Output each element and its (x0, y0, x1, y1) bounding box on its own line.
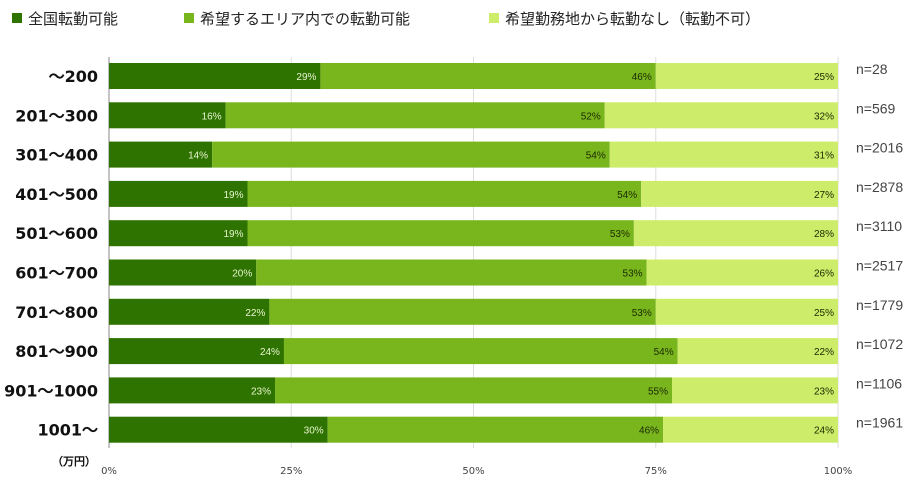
data-label: 23% (251, 386, 271, 397)
data-label: 46% (632, 72, 652, 83)
sample-size-label: n=569 (856, 100, 896, 116)
bar-segment-1 (269, 298, 656, 325)
bar-segment-1 (256, 259, 647, 286)
data-label: 14% (188, 151, 208, 162)
unit-label: （万円） (52, 455, 96, 468)
bar-segment-2 (609, 141, 838, 168)
bar-segment-0 (109, 141, 213, 168)
data-label: 26% (814, 269, 834, 280)
data-label: 25% (814, 72, 834, 83)
category-label: 1001～ (37, 421, 98, 440)
sample-size-label: n=1779 (856, 297, 903, 313)
data-label: 16% (202, 111, 222, 122)
sample-size-label: n=1106 (856, 375, 902, 391)
data-label: 53% (610, 229, 630, 240)
data-label: 25% (814, 308, 834, 319)
category-label: 201～300 (15, 106, 98, 125)
bar-segment-1 (247, 220, 634, 247)
data-label: 22% (245, 308, 265, 319)
category-label: 401～500 (15, 185, 98, 204)
x-tick-label: 25% (280, 466, 302, 477)
labels: ～200 n=28 29% 46% 25% 201～300 n=569 16% 52% 32% 30… (4, 61, 903, 440)
legend-swatch-1 (184, 13, 194, 23)
legend-swatch-0 (12, 13, 22, 23)
x-tick-label: 0% (101, 466, 117, 477)
legend: 全国転勤可能 希望するエリア内での転勤可能 希望勤務地から転勤なし（転勤不可） (12, 10, 760, 28)
data-label: 54% (617, 190, 637, 201)
bar-segment-0 (109, 180, 248, 207)
bar-segment-2 (633, 220, 838, 247)
bar-segment-0 (109, 63, 321, 89)
bar-segment-2 (655, 63, 838, 89)
category-label: 501～600 (15, 224, 98, 243)
data-label: 31% (814, 151, 834, 162)
category-label: 301～400 (15, 146, 98, 165)
sample-size-label: n=2517 (856, 258, 903, 274)
x-tick-label: 50% (462, 466, 484, 477)
bars (109, 63, 838, 443)
sample-size-label: n=2016 (856, 140, 903, 156)
bar-segment-2 (604, 102, 838, 129)
bar-segment-0 (109, 298, 270, 325)
x-tick-label: 75% (645, 466, 667, 477)
bar-segment-1 (212, 141, 610, 168)
bar-segment-0 (109, 102, 226, 129)
bar-segment-2 (677, 338, 838, 365)
legend-label-1: 希望するエリア内での転勤可能 (200, 10, 410, 28)
data-label: 54% (586, 151, 606, 162)
data-label: 53% (632, 308, 652, 319)
data-label: 29% (296, 72, 316, 83)
bar-segment-1 (320, 63, 656, 89)
data-label: 32% (814, 111, 834, 122)
data-label: 23% (814, 386, 834, 397)
bar-segment-1 (283, 338, 678, 365)
category-label: 901～1000 (4, 381, 98, 400)
data-label: 27% (814, 190, 834, 201)
legend-label-0: 全国転勤可能 (28, 10, 118, 28)
legend-swatch-2 (489, 13, 499, 23)
category-label: 601～700 (15, 264, 98, 283)
bar-segment-2 (655, 298, 838, 325)
bar-segment-2 (663, 416, 838, 443)
data-label: 30% (304, 426, 324, 437)
data-label: 52% (581, 111, 601, 122)
bar-segment-1 (327, 416, 664, 443)
sample-size-label: n=28 (856, 61, 888, 77)
sample-size-label: n=3110 (856, 218, 902, 234)
category-label: 701～800 (15, 303, 98, 322)
category-label: 801～900 (15, 342, 98, 361)
data-label: 22% (814, 347, 834, 358)
data-label: 19% (223, 229, 243, 240)
bar-segment-1 (225, 102, 605, 129)
data-label: 55% (648, 386, 668, 397)
bar-segment-0 (109, 259, 257, 286)
category-label: ～200 (49, 67, 98, 86)
bar-segment-2 (646, 259, 838, 286)
sample-size-label: n=2878 (856, 179, 903, 195)
data-label: 28% (814, 229, 834, 240)
data-label: 24% (814, 426, 834, 437)
bar-segment-2 (671, 377, 838, 404)
bar-segment-2 (641, 180, 838, 207)
data-label: 19% (223, 190, 243, 201)
sample-size-label: n=1072 (856, 336, 903, 352)
bar-segment-0 (109, 220, 248, 247)
bar-segment-0 (109, 377, 276, 404)
sample-size-label: n=1961 (856, 415, 903, 431)
data-label: 46% (639, 426, 659, 437)
x-tick-label: 100% (824, 466, 853, 477)
data-label: 54% (654, 347, 674, 358)
bar-segment-0 (109, 416, 328, 443)
legend-label-2: 希望勤務地から転勤なし（転勤不可） (505, 10, 760, 28)
bar-segment-0 (109, 338, 284, 365)
bar-segment-1 (275, 377, 672, 404)
data-label: 24% (260, 347, 280, 358)
data-label: 53% (623, 269, 643, 280)
data-label: 20% (232, 269, 252, 280)
bar-segment-1 (247, 180, 642, 207)
